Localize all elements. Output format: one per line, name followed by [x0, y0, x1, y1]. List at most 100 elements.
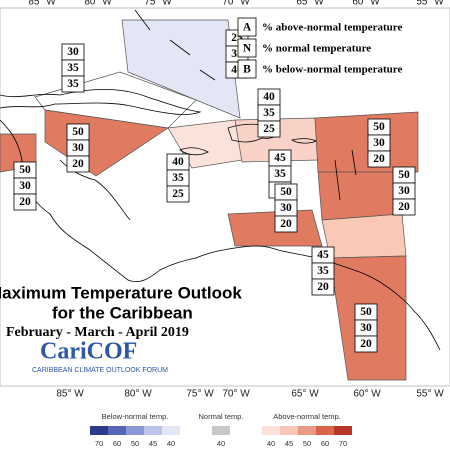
probability-value: 20 — [280, 218, 292, 230]
colorbar-tick: 40 — [217, 439, 225, 448]
probability-value: 20 — [19, 196, 31, 208]
probability-value: 50 — [398, 169, 410, 181]
probability-value: 20 — [398, 201, 410, 213]
box-cell — [66, 155, 90, 173]
logo-band — [30, 365, 178, 375]
subtitle: February - March - April 2019 — [6, 325, 189, 340]
colorbar-swatch — [262, 426, 280, 435]
key-text: % normal temperature — [262, 43, 371, 55]
probability-value: 40 — [263, 91, 275, 103]
probability-value: 50 — [373, 121, 385, 133]
probability-value: 20 — [360, 338, 372, 350]
logo-tagline: CARIBBEAN CLIMATE OUTLOOK FORUM — [32, 367, 168, 374]
box-cell — [367, 150, 391, 168]
longitude-label-bottom: 60° W — [353, 389, 381, 400]
longitude-label-top: 65° W — [296, 0, 324, 8]
coast-puerto-rico — [291, 138, 317, 144]
probability-value: 35 — [67, 62, 79, 74]
probability-value: 35 — [172, 172, 184, 184]
colorbar-tick: 60 — [321, 439, 329, 448]
probability-value: 40 — [172, 156, 184, 168]
box-cell — [392, 198, 416, 216]
colorbar-label: Above-normal temp. — [273, 412, 341, 421]
colorbar-tick: 45 — [285, 439, 293, 448]
colorbar-tick: 45 — [149, 439, 157, 448]
colorbar-tick: 60 — [113, 439, 121, 448]
region-bahamas — [121, 19, 241, 119]
coast-islands — [134, 9, 357, 201]
longitude-label-top: 85° W — [28, 0, 56, 8]
probability-value: 30 — [373, 137, 385, 149]
longitude-label-bottom: 55° W — [416, 389, 444, 400]
colorbar-swatch — [144, 426, 162, 435]
probability-value: 35 — [274, 168, 286, 180]
probability-value: 45 — [317, 249, 329, 261]
longitude-label-bottom: 85° W — [56, 389, 84, 400]
colorbar-swatch — [212, 426, 230, 435]
title-line1: Maximum Temperature Outlook — [0, 283, 242, 302]
key-text: % above-normal temperature — [262, 22, 402, 34]
box-cell — [166, 185, 190, 203]
probability-value: 25 — [231, 32, 243, 44]
probability-value: 30 — [398, 185, 410, 197]
key-letter: A — [243, 22, 252, 34]
longitude-label-top: 75° W — [144, 0, 172, 8]
probability-value: 30 — [280, 202, 292, 214]
probability-value: 30 — [360, 322, 372, 334]
colorbar: Below-normal temp. 70 60 50 45 40 Normal temp.… — [90, 412, 352, 448]
map-frame — [0, 7, 450, 387]
colorbar-tick: 70 — [339, 439, 347, 448]
key-text: % below-normal temperature — [262, 64, 402, 76]
region-leeward — [314, 111, 419, 173]
probability-value: 25 — [172, 188, 184, 200]
longitude-label-bottom: 70° W — [222, 389, 250, 400]
box-cell — [61, 75, 85, 93]
probability-value: 30 — [67, 46, 79, 58]
box-cell — [257, 120, 281, 138]
colorbar-swatch — [298, 426, 316, 435]
colorbar-swatch — [108, 426, 126, 435]
probability-value: 35 — [67, 78, 79, 90]
key-cell — [237, 38, 257, 58]
coast-cuba — [0, 88, 202, 115]
region-abc — [321, 213, 407, 259]
title-line2: for the Caribbean — [52, 303, 193, 322]
probability-value: 50 — [360, 306, 372, 318]
probability-value: 30 — [19, 180, 31, 192]
coastlines — [0, 9, 441, 351]
longitude-label-top: 70° W — [222, 0, 250, 8]
key-cell — [237, 17, 257, 37]
key-letter: B — [243, 64, 251, 76]
colorbar-tick: 40 — [267, 439, 275, 448]
probability-value: 20 — [72, 158, 84, 170]
longitude-label-bottom: 80° W — [124, 389, 152, 400]
colorbar-swatch — [316, 426, 334, 435]
box-cell — [354, 335, 378, 353]
coast-mainland — [0, 119, 441, 351]
colorbar-tick: 50 — [131, 439, 139, 448]
region-windward — [317, 171, 403, 221]
box-cell — [274, 215, 298, 233]
longitude-label-top: 80° W — [84, 0, 112, 8]
probability-value: 25 — [263, 123, 275, 135]
longitude-label-top: 60° W — [352, 0, 380, 8]
colorbar-swatch — [162, 426, 180, 435]
colorbar-tick: 40 — [167, 439, 175, 448]
probability-boxes: 30 35 35 25 35 40 40 35 25 50 30 20 50 30 20 40 35 25 45 35… — [13, 29, 416, 353]
key: A % above-normal temperature N % normal tem… — [237, 17, 402, 79]
probability-value: 35 — [263, 107, 275, 119]
probability-value: 35 — [231, 48, 243, 60]
probability-value: 40 — [231, 64, 243, 76]
probability-value: 45 — [274, 152, 286, 164]
box-cell — [311, 278, 335, 296]
longitude-label-top: 55° W — [416, 0, 444, 8]
probability-value: 35 — [317, 265, 329, 277]
longitude-label-bottom: 65° W — [291, 389, 319, 400]
key-letter: N — [243, 43, 252, 55]
probability-value: 50 — [280, 186, 292, 198]
probability-value: 50 — [19, 164, 31, 176]
colorbar-swatch — [90, 426, 108, 435]
probability-value: 20 — [317, 281, 329, 293]
longitude-labels: 85° W 85° W 80° W 80° W 75° W 75° W 70° W 70° W… — [28, 0, 444, 400]
longitude-label-bottom: 75° W — [186, 389, 214, 400]
